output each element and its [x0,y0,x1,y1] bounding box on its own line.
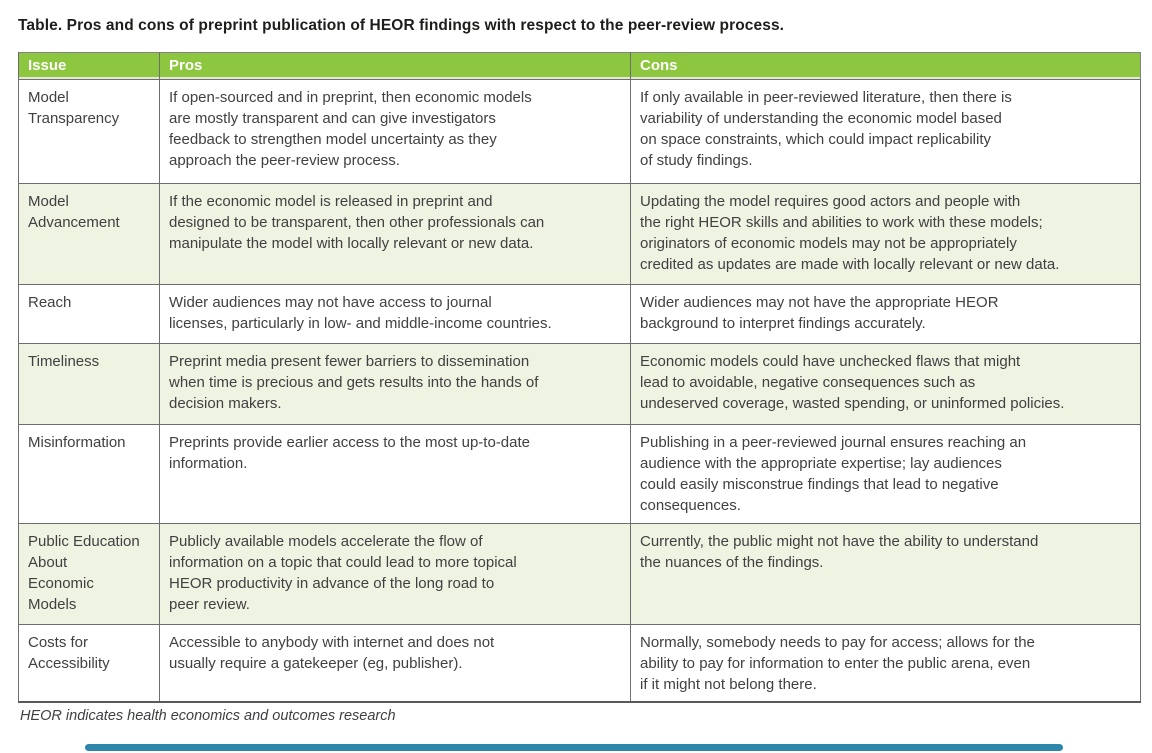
issue-cell: Costs for Accessibility [18,624,160,703]
cons-cell: Economic models could have unchecked fla… [630,343,1141,425]
table-footnote: HEOR indicates health economics and outc… [20,708,396,724]
table-row: Timeliness Preprint media present fewer … [18,343,1141,425]
cons-cell: Updating the model requires good actors … [630,183,1141,285]
cons-cell: Currently, the public might not have the… [630,523,1141,625]
table-row: Model Transparency If open-sourced and i… [18,79,1141,184]
issue-cell: Model Transparency [18,79,160,184]
table-row: Public Education About Economic Models P… [18,523,1141,625]
issue-cell: Misinformation [18,424,160,524]
table-row: Costs for Accessibility Accessible to an… [18,624,1141,703]
pros-cell: If the economic model is released in pre… [159,183,631,285]
issue-cell: Model Advancement [18,183,160,285]
pros-cell: If open-sourced and in preprint, then ec… [159,79,631,184]
table-header-row: Issue Pros Cons [18,52,1141,80]
cons-cell: Publishing in a peer-reviewed journal en… [630,424,1141,524]
cons-cell: Wider audiences may not have the appropr… [630,284,1141,344]
pros-cell: Wider audiences may not have access to j… [159,284,631,344]
cons-cell: Normally, somebody needs to pay for acce… [630,624,1141,703]
table-caption: Table. Pros and cons of preprint publica… [18,17,785,34]
issue-cell: Timeliness [18,343,160,425]
cons-cell: If only available in peer-reviewed liter… [630,79,1141,184]
issue-cell: Public Education About Economic Models [18,523,160,625]
pros-cell: Publicly available models accelerate the… [159,523,631,625]
pros-cell: Accessible to anybody with internet and … [159,624,631,703]
table-row: Reach Wider audiences may not have acces… [18,284,1141,344]
issue-cell: Reach [18,284,160,344]
pros-cons-table: Issue Pros Cons Model Transparency If op… [18,52,1141,703]
header-cell-issue: Issue [18,52,160,80]
table-row: Model Advancement If the economic model … [18,183,1141,285]
footer-accent-bar [85,744,1063,751]
pros-cell: Preprints provide earlier access to the … [159,424,631,524]
table-row: Misinformation Preprints provide earlier… [18,424,1141,524]
header-cell-pros: Pros [159,52,631,80]
pros-cell: Preprint media present fewer barriers to… [159,343,631,425]
header-cell-cons: Cons [630,52,1141,80]
